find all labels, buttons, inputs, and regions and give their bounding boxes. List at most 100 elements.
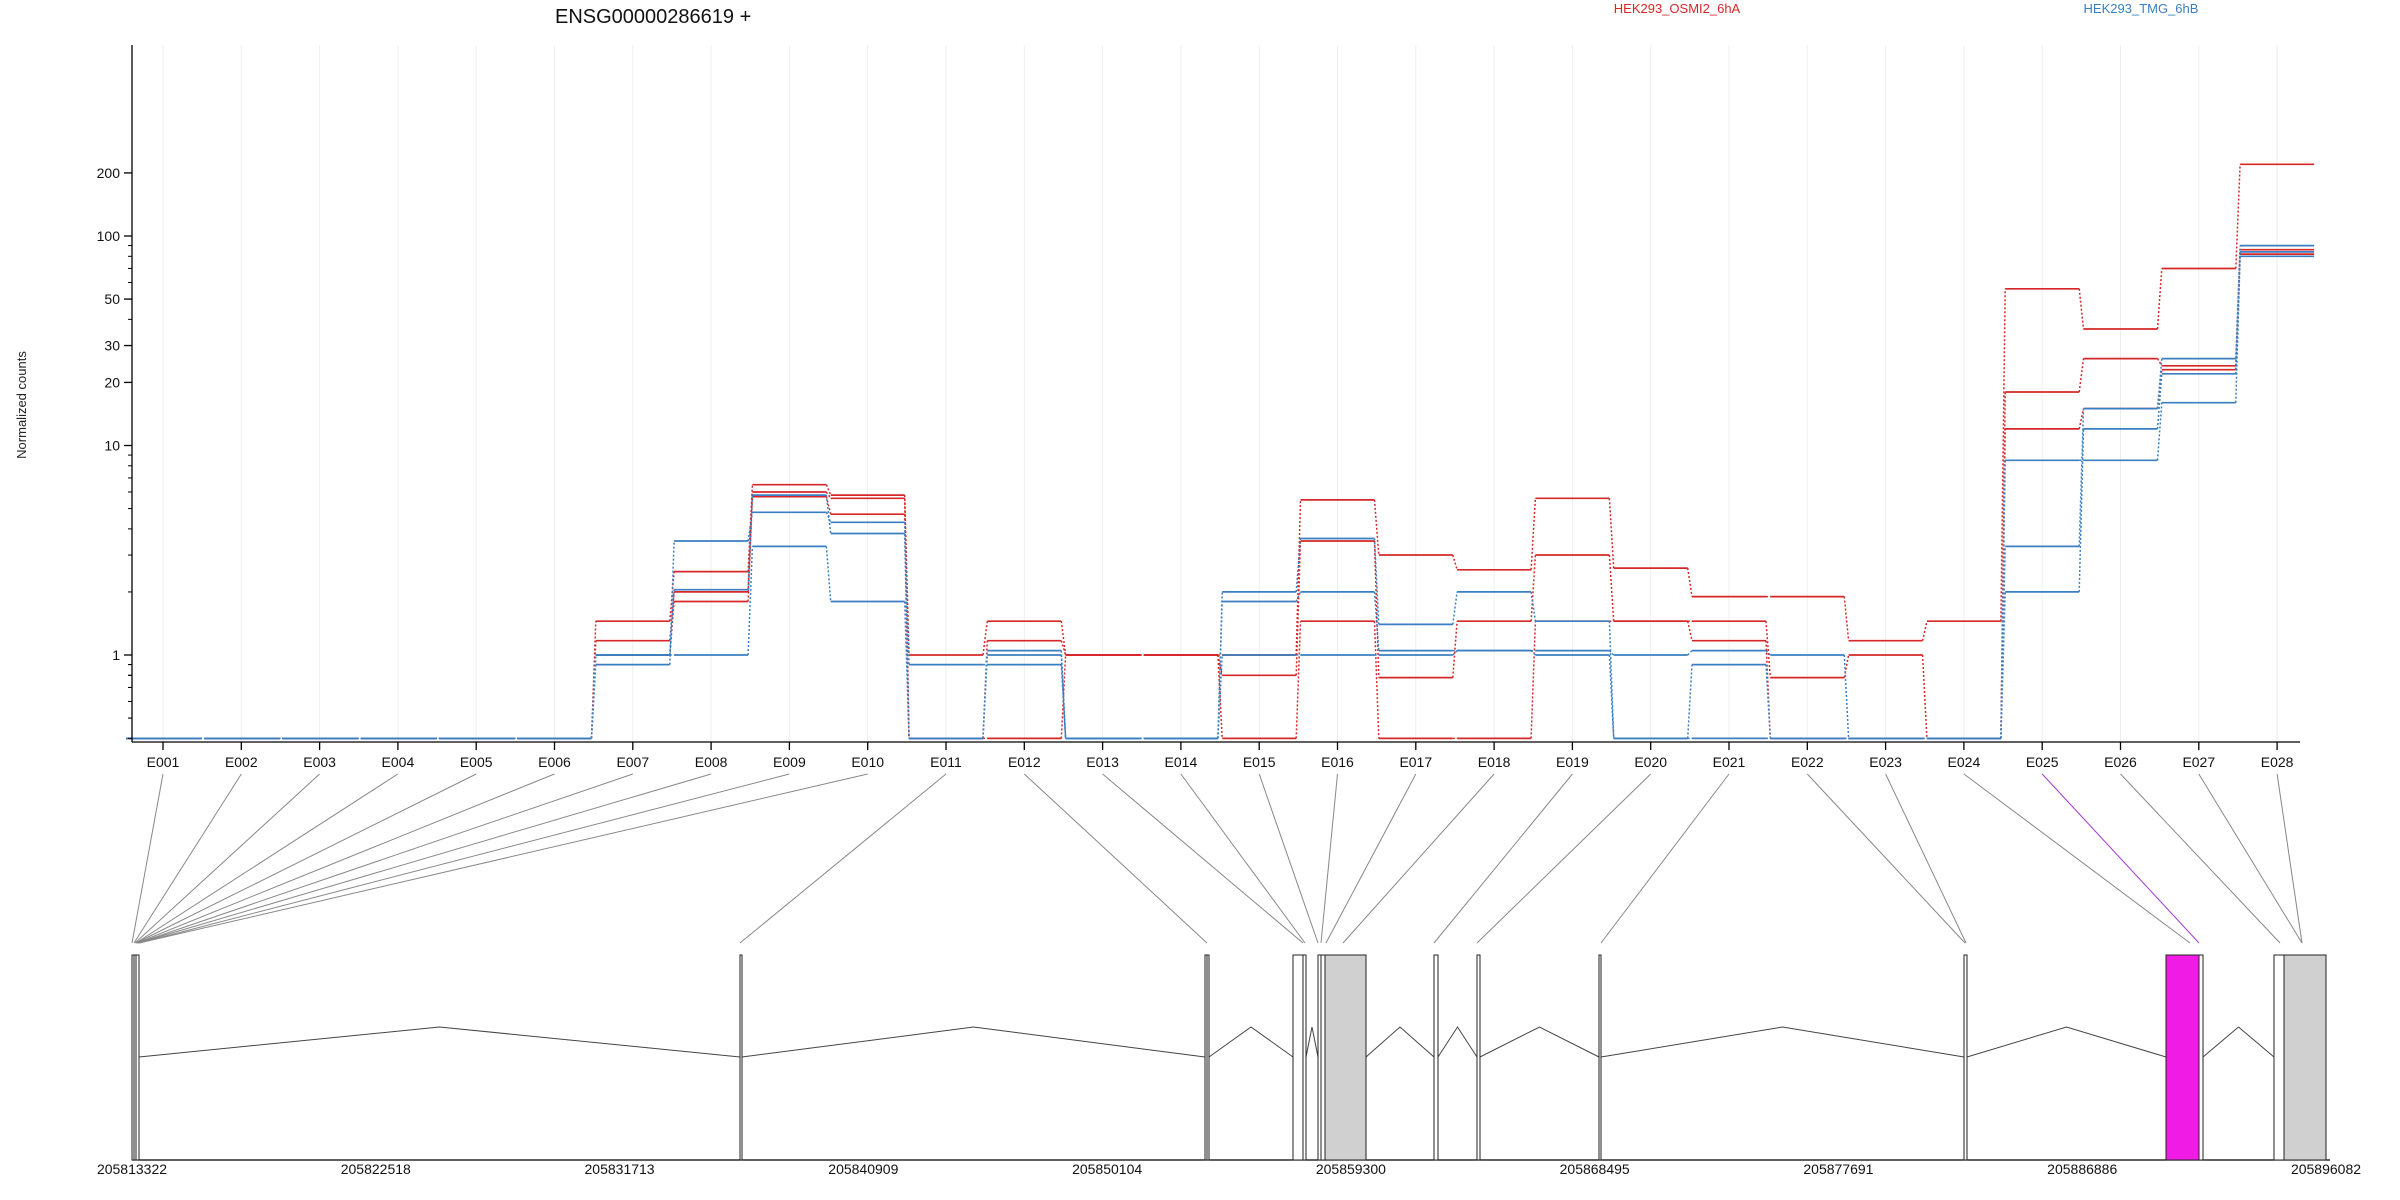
vertical-grid [162, 45, 2278, 752]
x-tick-label-e019: E019 [1556, 754, 1589, 770]
x-tick-label-e024: E024 [1948, 754, 1981, 770]
connector-e017 [1325, 773, 1417, 944]
intron-2 [741, 1026, 1206, 1058]
coord-tick-label: 205868495 [1560, 1161, 1630, 1177]
connector-e025 [2041, 773, 2200, 944]
coord-tick-label: 205822518 [341, 1161, 411, 1177]
series-1 [126, 163, 2315, 740]
connector-e019 [1433, 773, 1573, 944]
coord-tick-label: 205877691 [1803, 1161, 1873, 1177]
y-tick-label: 100 [97, 228, 121, 244]
x-tick-label-e008: E008 [695, 754, 728, 770]
exon-box-15 [1963, 954, 1968, 1161]
exon-box-18 [2273, 954, 2285, 1161]
x-tick-label-e020: E020 [1634, 754, 1667, 770]
exon-box-8 [1302, 954, 1307, 1161]
y-tick-label: 200 [97, 165, 121, 181]
exon-box-16 [2165, 954, 2200, 1161]
intron-9 [1600, 1026, 1965, 1058]
x-tick-label-e003: E003 [303, 754, 336, 770]
intron-10 [1966, 1026, 2167, 1058]
exon-connectors [131, 773, 2303, 944]
x-tick-label-e022: E022 [1791, 754, 1824, 770]
connector-e011 [739, 773, 947, 944]
intron-11 [2202, 1026, 2275, 1058]
chart-title: ENSG00000286619 + [555, 6, 751, 28]
exon-box-11 [1324, 954, 1367, 1161]
series-transitions [200, 245, 2241, 740]
x-tick-label-e025: E025 [2026, 754, 2059, 770]
exon-box-10 [1320, 954, 1326, 1161]
connector-e009 [138, 773, 790, 944]
y-tick-label: 10 [104, 438, 120, 454]
connector-e004 [135, 773, 399, 944]
series-transitions [200, 256, 2241, 740]
coord-tick-label: 205840909 [828, 1161, 898, 1177]
coord-tick-label: 205859300 [1316, 1161, 1386, 1177]
coord-tick-label: 205813322 [97, 1161, 167, 1177]
x-tick-label-e006: E006 [538, 754, 571, 770]
exon-box-7 [1292, 954, 1304, 1161]
series-transitions [200, 164, 2241, 740]
connector-e027 [2198, 773, 2303, 944]
gene-model: 205813322 205822518 205831713 205840909 2058… [97, 954, 2361, 1177]
intron-4 [1305, 1026, 1319, 1058]
connector-e020 [1476, 773, 1652, 944]
exon-box-13 [1476, 954, 1481, 1161]
x-tick-label-e023: E023 [1869, 754, 1902, 770]
x-tick-label-e016: E016 [1321, 754, 1354, 770]
x-tick-label-e007: E007 [616, 754, 649, 770]
x-tick-label-e013: E013 [1086, 754, 1119, 770]
series-5 [126, 251, 2315, 740]
connector-e001 [131, 773, 164, 944]
connector-e003 [134, 773, 320, 944]
x-tick-label-e001: E001 [147, 754, 180, 770]
x-tick-label-e028: E028 [2261, 754, 2294, 770]
x-tick-label-e027: E027 [2182, 754, 2215, 770]
x-tick-label-e002: E002 [225, 754, 258, 770]
connector-e022 [1806, 773, 1966, 944]
connector-e012 [1023, 773, 1208, 944]
connector-e010 [138, 773, 868, 944]
intron-1 [138, 1026, 741, 1058]
series-transitions [200, 251, 2241, 740]
coord-tick-label: 205831713 [585, 1161, 655, 1177]
legend-osmi2: HEK293_OSMI2_6hA [1614, 1, 1741, 16]
exon-box-4 [739, 954, 743, 1161]
exon-box-3 [135, 954, 140, 1161]
x-tick-label-e026: E026 [2104, 754, 2137, 770]
exon-box-12 [1433, 954, 1439, 1161]
series-steps [126, 163, 2315, 740]
connector-e024 [1963, 773, 2191, 944]
x-tick-label-e009: E009 [773, 754, 806, 770]
connector-e015 [1258, 773, 1319, 944]
connector-e014 [1180, 773, 1306, 944]
coord-tick-label: 205886886 [2047, 1161, 2117, 1177]
series-lines [126, 163, 2315, 740]
connector-e008 [137, 773, 712, 944]
x-tick-label-e021: E021 [1713, 754, 1746, 770]
coord-tick-label: 205850104 [1072, 1161, 1142, 1177]
connector-e028 [2276, 773, 2303, 944]
series-steps [126, 255, 2315, 740]
intron-8 [1479, 1026, 1600, 1058]
x-tick-label-e005: E005 [460, 754, 493, 770]
series-6 [126, 255, 2315, 740]
legend-tmg: HEK293_TMG_6hB [2084, 1, 2199, 16]
y-tick-label: 1 [112, 647, 120, 663]
connector-e002 [133, 773, 242, 944]
connector-e005 [135, 773, 477, 944]
x-tick-label-e018: E018 [1478, 754, 1511, 770]
x-tick-label-e010: E010 [851, 754, 884, 770]
y-tick-label: 20 [104, 374, 120, 390]
connector-e023 [1885, 773, 1967, 944]
connector-e016 [1320, 773, 1338, 944]
coord-tick-label: 205896082 [2291, 1161, 2361, 1177]
connector-e006 [136, 773, 555, 944]
axes: 1 10 20 30 50 100 200 E001 E002 E003 E004 E005 E006 E… [97, 45, 2300, 770]
x-tick-label-e015: E015 [1243, 754, 1276, 770]
y-tick-label: 50 [104, 291, 120, 307]
exon-box-14 [1598, 954, 1602, 1161]
intron-6 [1365, 1026, 1435, 1058]
x-tick-label-e004: E004 [382, 754, 415, 770]
